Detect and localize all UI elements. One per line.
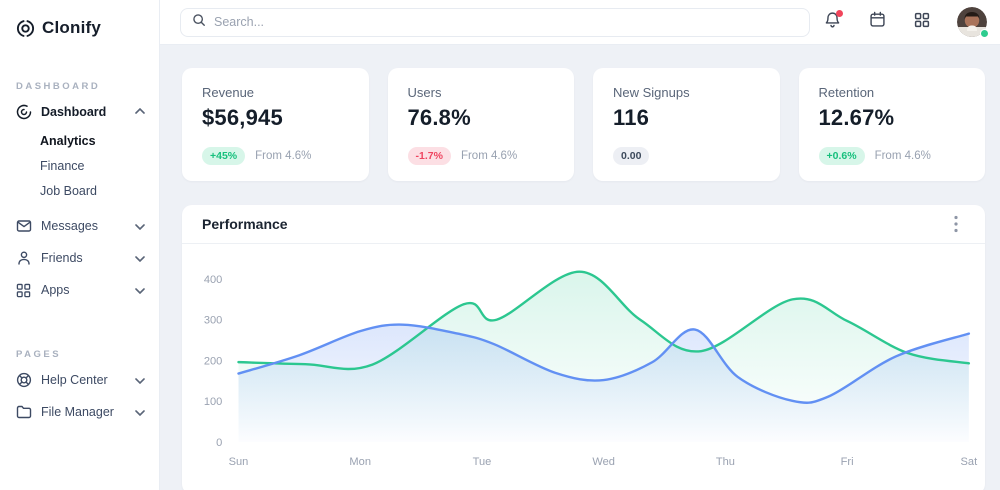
section-label-pages: PAGES xyxy=(16,349,62,360)
logo-text: Clonify xyxy=(42,18,102,37)
stat-title: Users xyxy=(407,85,442,100)
online-status-dot xyxy=(980,29,989,38)
apps-grid-icon xyxy=(914,12,930,33)
user-avatar[interactable] xyxy=(957,7,989,38)
y-axis-tick-label: 200 xyxy=(204,356,222,368)
sidebar-item-dashboard[interactable]: Dashboard xyxy=(0,96,159,128)
calendar-icon xyxy=(869,11,886,33)
area-chart-svg: 0 100 200 300 400 Sun Mon Tue Wed Thu Fri Sat xyxy=(204,270,978,468)
stat-title: Retention xyxy=(818,85,875,100)
section-label-dashboard: DASHBOARD xyxy=(16,81,101,92)
stat-value: 12.67% xyxy=(818,105,895,130)
stat-value: 116 xyxy=(613,105,650,130)
stat-card-retention[interactable]: Retention 12.67% +0.6% From 4.6% xyxy=(798,68,985,181)
series-green-line xyxy=(237,270,971,371)
stat-card-users[interactable]: Users 76.8% -1.7% From 4.6% xyxy=(387,68,574,181)
y-axis-tick-label: 300 xyxy=(204,315,222,327)
sidebar-item-label: Dashboard xyxy=(41,105,107,119)
sidebar-item-help-center[interactable]: Help Center xyxy=(0,364,159,396)
performance-panel-header: Performance xyxy=(182,205,985,244)
status-badge: 0.00 xyxy=(613,146,650,165)
stat-value: 76.8% xyxy=(407,105,471,130)
status-badge: -1.7% xyxy=(407,146,451,165)
status-badge: +45% xyxy=(202,146,246,165)
stat-title: New Signups xyxy=(613,85,690,100)
sidebar-item-label: File Manager xyxy=(41,405,114,419)
stat-note: From 4.6% xyxy=(874,149,931,162)
content: Revenue $56,945 +45% From 4.6% Users 76.… xyxy=(160,45,1000,490)
chevron-down-icon xyxy=(135,371,145,389)
help-icon xyxy=(16,372,32,388)
sidebar-item-label: Messages xyxy=(41,219,98,233)
status-badge: +0.6% xyxy=(818,146,865,165)
messages-icon xyxy=(16,218,32,234)
y-axis-tick-label: 400 xyxy=(204,274,222,286)
friends-icon xyxy=(16,250,32,266)
notifications-button[interactable] xyxy=(822,10,843,32)
sidebar-subitem-finance[interactable]: Finance xyxy=(40,158,85,173)
sidebar-subitem-analytics[interactable]: Analytics xyxy=(40,133,96,148)
notification-dot xyxy=(836,10,843,17)
apps-icon xyxy=(16,282,32,298)
kebab-menu-icon[interactable] xyxy=(947,213,965,235)
x-axis-tick-label: Sun xyxy=(229,456,249,468)
sidebar-item-label: Help Center xyxy=(41,373,108,387)
x-axis-tick-label: Thu xyxy=(716,456,735,468)
x-axis-tick-label: Tue xyxy=(473,456,492,468)
stat-card-revenue[interactable]: Revenue $56,945 +45% From 4.6% xyxy=(182,68,369,181)
panel-title: Performance xyxy=(202,216,288,232)
logo[interactable]: Clonify xyxy=(0,12,159,38)
series-blue-line xyxy=(237,323,971,405)
topbar xyxy=(160,0,1000,45)
chevron-down-icon xyxy=(135,403,145,421)
performance-chart[interactable]: 0 100 200 300 400 Sun Mon Tue Wed Thu Fri Sat xyxy=(182,244,985,490)
x-axis-tick-label: Wed xyxy=(592,456,615,468)
apps-launcher-button[interactable] xyxy=(912,12,932,32)
search-input[interactable] xyxy=(214,15,798,29)
stat-title: Revenue xyxy=(202,85,255,100)
search-icon xyxy=(192,13,206,32)
folder-icon xyxy=(16,404,32,420)
sidebar-item-file-manager[interactable]: File Manager xyxy=(0,396,159,428)
sidebar-item-apps[interactable]: Apps xyxy=(0,274,159,306)
sidebar-item-messages[interactable]: Messages xyxy=(0,210,159,242)
sidebar-subitem-job-board[interactable]: Job Board xyxy=(40,183,97,198)
stat-note: From 4.6% xyxy=(460,149,518,162)
sidebar: Clonify DASHBOARD Dashboard Analytics Fi… xyxy=(0,0,160,490)
x-axis-tick-label: Sat xyxy=(961,456,978,468)
stat-value: $56,945 xyxy=(202,105,283,130)
x-axis-tick-label: Fri xyxy=(841,456,854,468)
x-axis-tick-label: Mon xyxy=(349,456,371,468)
stat-cards: Revenue $56,945 +45% From 4.6% Users 76.… xyxy=(182,68,985,181)
chevron-down-icon xyxy=(135,217,145,235)
chevron-down-icon xyxy=(135,281,145,299)
sidebar-item-label: Apps xyxy=(41,283,70,297)
sidebar-item-friends[interactable]: Friends xyxy=(0,242,159,274)
search-box[interactable] xyxy=(180,7,810,37)
topbar-actions xyxy=(822,7,989,38)
chevron-up-icon xyxy=(135,103,145,121)
main-area: Revenue $56,945 +45% From 4.6% Users 76.… xyxy=(160,0,1000,490)
dashboard-icon xyxy=(16,104,32,120)
stat-note: From 4.6% xyxy=(255,149,312,162)
chevron-down-icon xyxy=(135,249,145,267)
clonify-logo-icon xyxy=(16,18,35,38)
series-blue-area xyxy=(238,324,969,442)
calendar-button[interactable] xyxy=(867,11,887,33)
sidebar-item-label: Friends xyxy=(41,251,83,265)
y-axis-tick-label: 0 xyxy=(216,437,222,449)
stat-card-new-signups[interactable]: New Signups 116 0.00 xyxy=(593,68,780,181)
y-axis-tick-label: 100 xyxy=(204,396,222,408)
performance-panel: Performance 0 100 200 300 400 Sun Mon Tue Wed Thu… xyxy=(182,205,985,490)
